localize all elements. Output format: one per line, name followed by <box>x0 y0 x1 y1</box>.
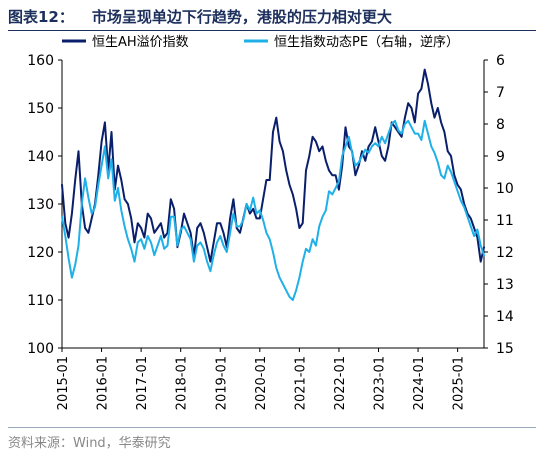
source-note: 资料来源：Wind，华泰研究 <box>8 432 171 451</box>
left-y-tick-label: 160 <box>27 53 54 69</box>
axes: 100 110 120 130 140 150 160 6 7 8 9 10 11 12 13 14 15 201… <box>27 53 514 410</box>
source-label: 资料来源： <box>8 436 74 451</box>
series-layer <box>61 68 485 301</box>
right-y-tick-label: 12 <box>496 245 514 261</box>
right-y-tick-label: 13 <box>496 277 514 293</box>
x-tick-label: 2016-01 <box>96 356 111 410</box>
right-y-tick-label: 6 <box>496 53 505 69</box>
x-tick-label: 2025-01 <box>452 356 467 410</box>
left-y-tick-label: 140 <box>27 149 54 165</box>
right-y-tick-label: 11 <box>496 213 514 229</box>
x-tick-label: 2018-01 <box>175 356 190 410</box>
x-tick-label: 2024-01 <box>412 356 427 410</box>
footer-divider <box>8 427 536 428</box>
x-tick-label: 2019-01 <box>214 356 229 410</box>
right-y-tick-label: 14 <box>496 309 514 325</box>
left-y-tick-label: 130 <box>27 197 54 213</box>
right-y-tick-label: 9 <box>496 149 505 165</box>
left-y-tick-label: 150 <box>27 101 54 117</box>
x-tick-label: 2017-01 <box>135 356 150 410</box>
x-tick-label: 2021-01 <box>293 356 308 410</box>
title-divider <box>8 30 536 31</box>
x-tick-label: 2020-01 <box>254 356 269 410</box>
left-y-tick-label: 120 <box>27 245 54 261</box>
page-title: 图表12： 市场呈现单边下行趋势，港股的压力相对更大 <box>8 6 392 27</box>
legend: 恒生AH溢价指数 恒生指数动态PE（右轴，逆序） <box>62 34 459 50</box>
x-tick-label: 2015-01 <box>56 356 71 410</box>
legend-label-ah-premium: 恒生AH溢价指数 <box>92 35 189 50</box>
x-tick-label: 2022-01 <box>333 356 348 410</box>
x-tick-label: 2023-01 <box>373 356 388 410</box>
right-y-tick-label: 15 <box>496 341 514 357</box>
right-y-tick-label: 10 <box>496 181 514 197</box>
left-y-tick-label: 110 <box>27 293 54 309</box>
chart-title: 市场呈现单边下行趋势，港股的压力相对更大 <box>91 8 392 26</box>
right-y-tick-label: 8 <box>496 117 505 133</box>
left-y-tick-label: 100 <box>27 341 54 357</box>
source-text: Wind，华泰研究 <box>73 436 171 451</box>
legend-label-hsi-pe: 恒生指数动态PE（右轴，逆序） <box>274 34 459 50</box>
series-line-hsi-pe <box>61 119 485 301</box>
figure-label: 图表12： <box>8 8 74 26</box>
right-y-tick-label: 7 <box>496 85 505 101</box>
series-line-ah-premium <box>61 68 485 263</box>
